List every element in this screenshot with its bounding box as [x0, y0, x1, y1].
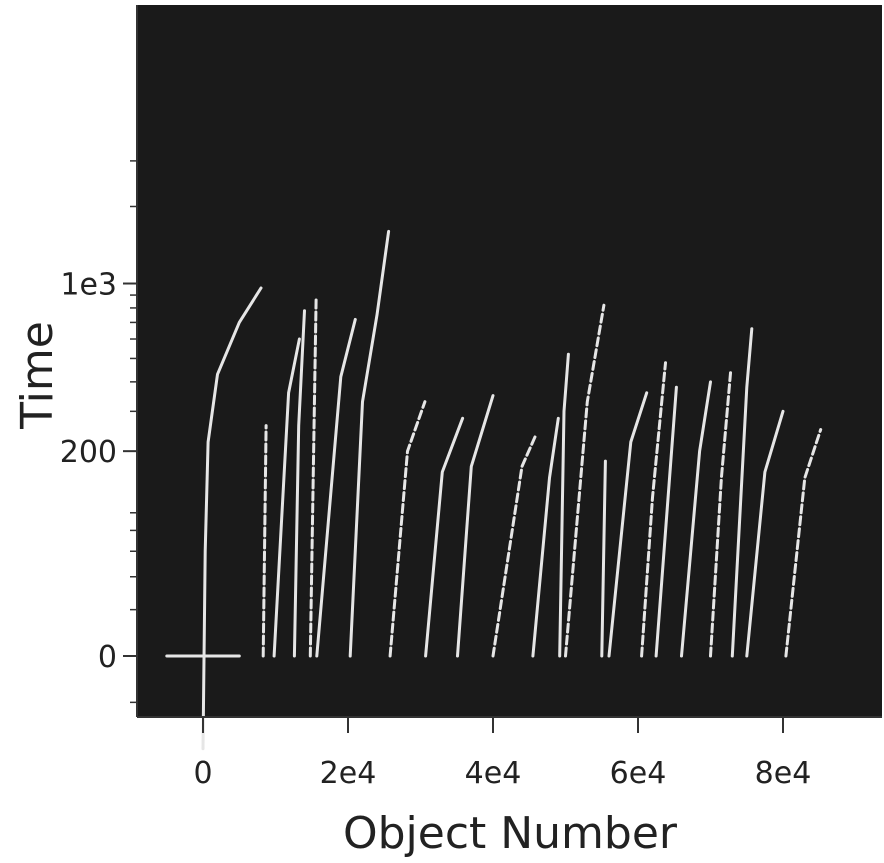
trace-group — [165, 229, 823, 751]
x-tick-label: 2e4 — [320, 756, 377, 791]
y-tick-label: 200 — [60, 435, 117, 470]
series-line — [272, 337, 301, 658]
x-axis-title: Object Number — [343, 808, 678, 859]
series-line — [654, 385, 678, 658]
series-line — [388, 400, 427, 658]
series-line — [600, 459, 607, 658]
plot-area — [137, 5, 882, 717]
y-tick-label: 0 — [98, 640, 117, 675]
y-axis-ticks: 0 200 1e3 — [60, 160, 137, 704]
series-line — [531, 416, 560, 658]
series-line — [292, 309, 306, 658]
series-line — [348, 229, 391, 658]
x-tick-label: 6e4 — [610, 756, 667, 791]
series-line — [745, 409, 785, 658]
series-line — [680, 380, 712, 658]
series-line — [564, 303, 606, 658]
series-line — [308, 298, 318, 658]
series-line — [640, 361, 667, 658]
x-tick-label: 0 — [193, 756, 212, 791]
x-axis-ticks: 0 2e4 4e4 6e4 8e4 — [193, 717, 811, 791]
series-line — [709, 368, 733, 658]
series-line — [456, 394, 495, 658]
y-tick-label: 1e3 — [60, 268, 117, 303]
series-line — [424, 416, 465, 658]
series-line — [261, 424, 268, 658]
series-line — [784, 428, 823, 658]
y-axis-title: Time — [12, 321, 63, 430]
series-line — [491, 432, 538, 658]
series-line — [607, 391, 649, 658]
series-line — [201, 286, 263, 751]
x-tick-label: 8e4 — [755, 756, 812, 791]
x-tick-label: 4e4 — [465, 756, 522, 791]
series-line — [558, 352, 570, 658]
series-line — [730, 327, 754, 658]
series-line — [315, 317, 357, 658]
